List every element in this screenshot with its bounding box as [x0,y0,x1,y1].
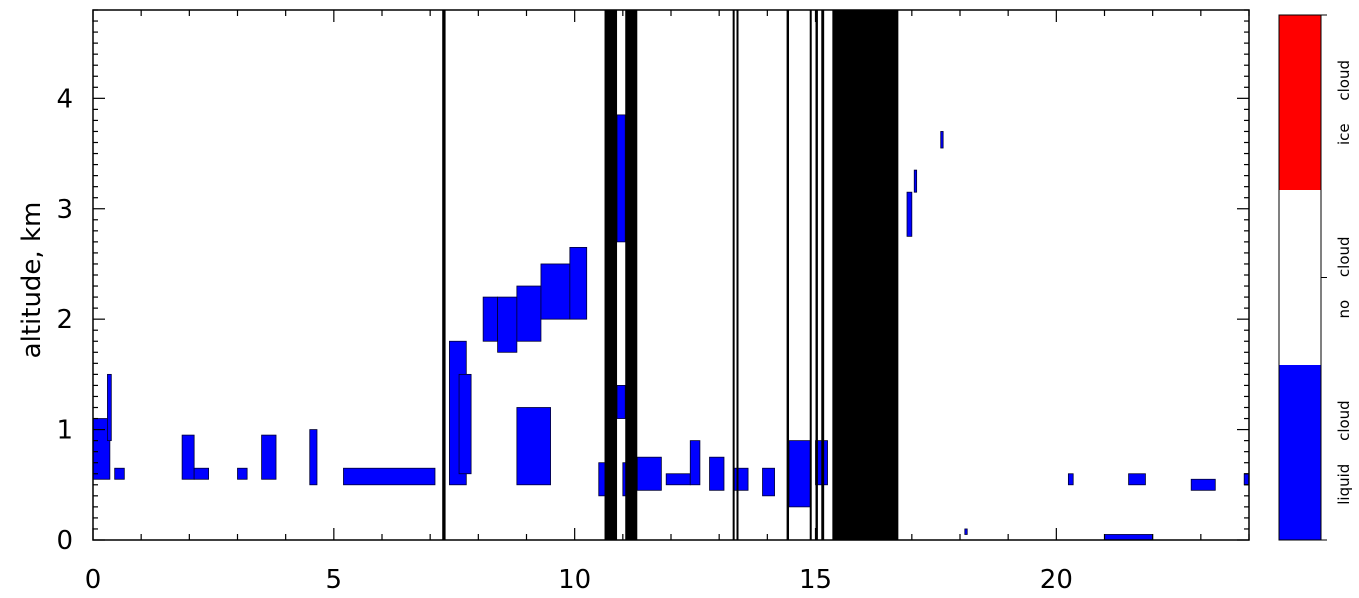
missing-data-band [604,10,618,540]
y-tick-label: 3 [56,195,73,225]
liquid-cloud-region [1104,534,1154,541]
liquid-cloud-region [616,385,626,419]
liquid-cloud-region [114,467,125,480]
missing-data-band [815,10,818,540]
liquid-cloud-region [940,131,944,149]
liquid-cloud-region [107,373,112,442]
missing-data-band [832,10,899,540]
axes: 0 5 10 15 20 0 1 2 3 4 [56,9,1250,595]
liquid-cloud-region [181,434,195,480]
liquid-cloud-region [569,246,588,320]
liquid-cloud-region [193,467,209,480]
colorbar-swatch [1279,190,1321,365]
y-tick-label: 1 [56,416,73,446]
colorbar-label: ice cloud [1335,60,1353,145]
liquid-cloud-region [540,263,571,320]
liquid-cloud-region [343,467,436,486]
liquid-cloud-region [636,456,662,491]
liquid-cloud-region [689,440,701,486]
liquid-cloud-region [906,191,913,237]
liquid-cloud-region [309,429,318,486]
plot-background [93,10,1249,540]
liquid-cloud-region [788,440,812,508]
y-axis-title: altitude, km [17,202,47,359]
x-tick-label: 15 [799,565,832,595]
colorbar: liquid cloud no cloud ice cloud [1278,14,1353,541]
liquid-cloud-region [516,407,551,486]
liquid-cloud-region [261,434,277,480]
x-tick-label: 5 [326,565,343,595]
x-tick-label: 0 [85,565,102,595]
missing-data-band [736,10,739,540]
colorbar-swatch [1279,15,1321,190]
y-tick-label: 0 [56,526,73,556]
liquid-cloud-region [964,528,968,535]
x-tick-label: 10 [558,565,591,595]
liquid-cloud-region [733,467,749,491]
liquid-cloud-region [237,467,248,480]
liquid-cloud-region [497,296,518,353]
y-tick-label: 2 [56,305,73,335]
liquid-cloud-region [1067,473,1074,486]
colorbar-label: liquid cloud [1335,400,1353,504]
liquid-cloud-region [482,296,498,342]
missing-data-band [821,10,825,540]
liquid-cloud-region [1128,473,1146,486]
liquid-cloud-region [665,473,691,486]
plot-area [92,10,1250,541]
liquid-cloud-region [709,456,725,491]
colorbar-swatch [1279,365,1321,540]
liquid-cloud-region [616,114,626,243]
y-tick-label: 4 [56,84,73,114]
missing-data-band [625,10,638,540]
missing-data-band [442,10,446,540]
x-tick-label: 20 [1040,565,1073,595]
liquid-cloud-region [1190,478,1216,491]
liquid-cloud-region [913,169,918,193]
missing-data-band [786,10,790,540]
liquid-cloud-region [516,285,542,342]
liquid-cloud-region [762,467,775,497]
missing-data-band [732,10,735,540]
liquid-cloud-region [458,373,472,475]
missing-data-band [809,10,812,540]
colorbar-label: no cloud [1335,236,1353,318]
